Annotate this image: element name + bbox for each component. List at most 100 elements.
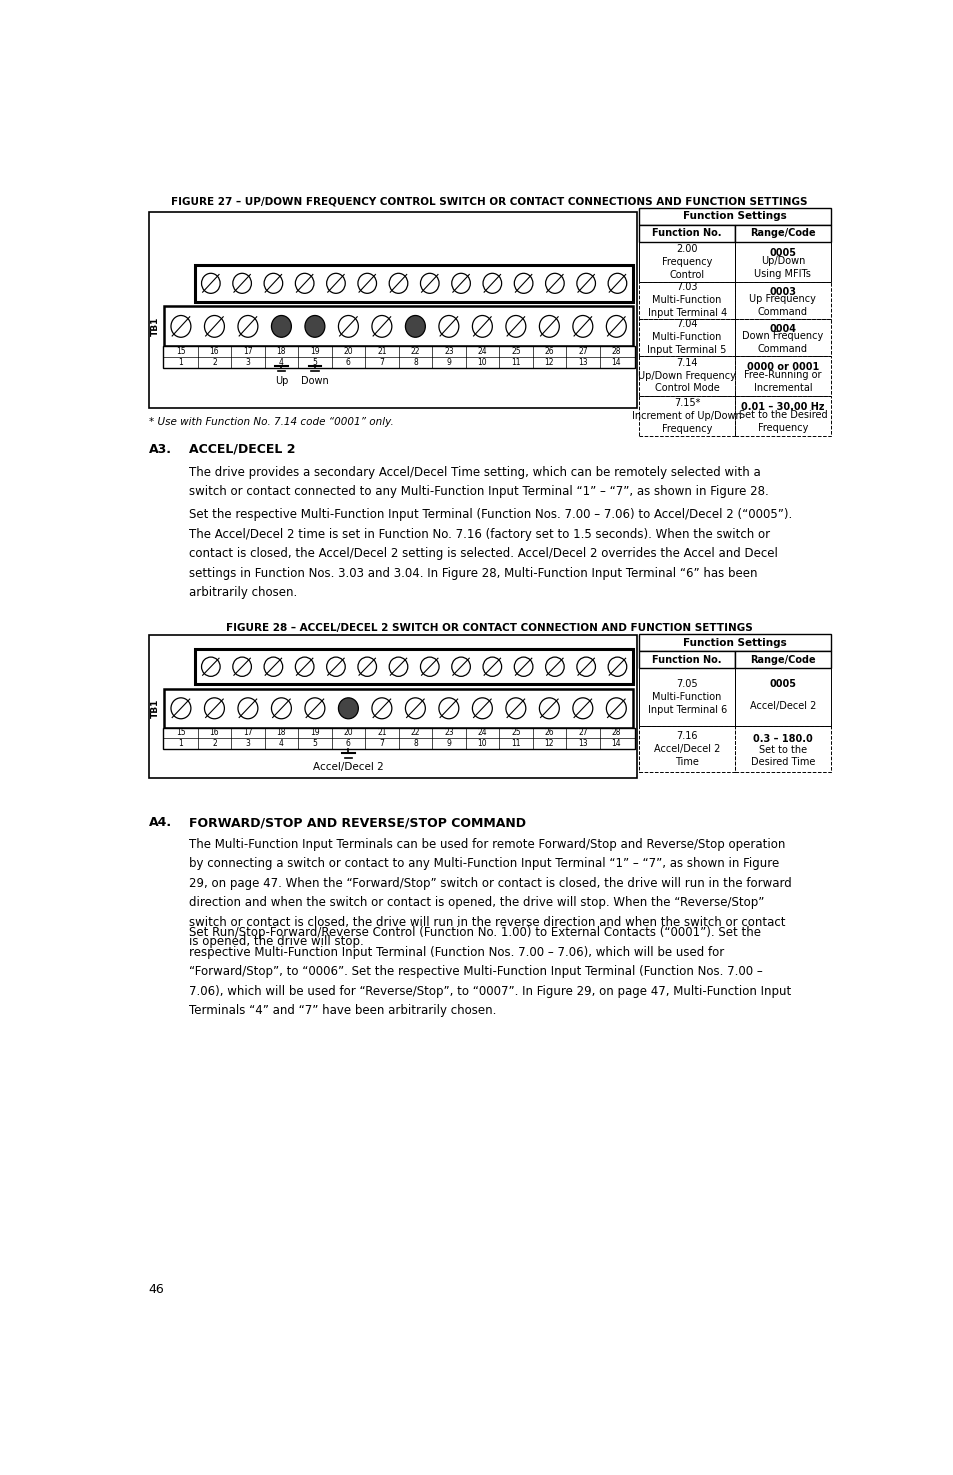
Ellipse shape <box>607 656 626 677</box>
Text: Function No.: Function No. <box>652 229 721 237</box>
Text: 23: 23 <box>443 729 454 738</box>
Ellipse shape <box>545 273 563 294</box>
Text: 14: 14 <box>611 358 620 367</box>
Text: A4.: A4. <box>149 816 172 829</box>
Ellipse shape <box>389 273 407 294</box>
Bar <box>639 319 734 355</box>
Text: Set to the
Desired Time: Set to the Desired Time <box>750 745 814 767</box>
Ellipse shape <box>295 656 314 677</box>
Bar <box>639 355 734 395</box>
Ellipse shape <box>171 316 191 338</box>
Text: Down Frequency
Command: Down Frequency Command <box>741 332 822 354</box>
Text: Range/Code: Range/Code <box>749 229 815 237</box>
Ellipse shape <box>482 273 501 294</box>
Text: Up: Up <box>274 376 288 385</box>
Ellipse shape <box>372 316 392 338</box>
Bar <box>734 282 830 319</box>
Text: 3: 3 <box>245 739 250 748</box>
Ellipse shape <box>514 656 533 677</box>
Text: 2: 2 <box>212 358 216 367</box>
Text: 21: 21 <box>376 729 386 738</box>
Text: 24: 24 <box>477 347 487 357</box>
Text: 24: 24 <box>477 729 487 738</box>
Text: 17: 17 <box>243 347 253 357</box>
Text: Function No.: Function No. <box>652 655 721 665</box>
Text: 22: 22 <box>410 729 419 738</box>
Text: 0003: 0003 <box>768 288 796 296</box>
Bar <box>639 224 734 242</box>
Text: 12: 12 <box>544 739 554 748</box>
Ellipse shape <box>264 273 282 294</box>
Bar <box>195 649 633 684</box>
Text: 2.00
Frequency
Control: 2.00 Frequency Control <box>661 243 712 279</box>
Text: 13: 13 <box>578 358 587 367</box>
Ellipse shape <box>272 698 291 718</box>
Ellipse shape <box>538 316 558 338</box>
Ellipse shape <box>272 316 291 338</box>
Text: Accel/Decel 2: Accel/Decel 2 <box>749 701 815 711</box>
Ellipse shape <box>577 656 595 677</box>
Text: 14: 14 <box>611 739 620 748</box>
Text: 28: 28 <box>611 347 620 357</box>
Bar <box>149 636 637 777</box>
Ellipse shape <box>372 698 392 718</box>
Bar <box>639 208 830 224</box>
Text: 6: 6 <box>346 358 351 367</box>
Bar <box>639 668 734 726</box>
Ellipse shape <box>572 698 592 718</box>
Text: TB1: TB1 <box>151 317 159 336</box>
Text: 10: 10 <box>477 739 487 748</box>
Text: The drive provides a secondary Accel/Decel Time setting, which can be remotely s: The drive provides a secondary Accel/Dec… <box>189 466 768 499</box>
Text: 15: 15 <box>176 347 186 357</box>
Bar <box>639 726 734 773</box>
Text: FIGURE 27 – UP/DOWN FREQUENCY CONTROL SWITCH OR CONTACT CONNECTIONS AND FUNCTION: FIGURE 27 – UP/DOWN FREQUENCY CONTROL SW… <box>171 196 806 207</box>
Ellipse shape <box>389 656 407 677</box>
Ellipse shape <box>338 316 358 338</box>
Text: 7.04
Multi-Function
Input Terminal 5: 7.04 Multi-Function Input Terminal 5 <box>647 320 726 355</box>
Text: 7.03
Multi-Function
Input Terminal 4: 7.03 Multi-Function Input Terminal 4 <box>647 282 726 319</box>
Text: A3.: A3. <box>149 442 172 456</box>
Text: 19: 19 <box>310 347 319 357</box>
Text: Set the respective Multi-Function Input Terminal (Function Nos. 7.00 – 7.06) to : Set the respective Multi-Function Input … <box>189 507 791 599</box>
Text: 21: 21 <box>376 347 386 357</box>
Text: 2: 2 <box>212 739 216 748</box>
Ellipse shape <box>545 656 563 677</box>
Ellipse shape <box>201 656 220 677</box>
Text: 46: 46 <box>149 1283 164 1297</box>
Ellipse shape <box>357 273 376 294</box>
Ellipse shape <box>264 656 282 677</box>
Bar <box>164 689 633 727</box>
Bar <box>734 355 830 395</box>
Ellipse shape <box>514 273 533 294</box>
Text: FORWARD/STOP AND REVERSE/STOP COMMAND: FORWARD/STOP AND REVERSE/STOP COMMAND <box>189 816 525 829</box>
Bar <box>734 224 830 242</box>
Text: Free-Running or
Incremental: Free-Running or Incremental <box>743 370 821 392</box>
Text: 16: 16 <box>210 347 219 357</box>
Text: 7.16
Accel/Decel 2
Time: 7.16 Accel/Decel 2 Time <box>653 732 720 767</box>
Text: 0000 or 0001: 0000 or 0001 <box>746 361 818 372</box>
Bar <box>149 211 637 409</box>
Bar <box>734 242 830 282</box>
Ellipse shape <box>606 316 625 338</box>
Ellipse shape <box>420 273 438 294</box>
Text: 26: 26 <box>544 347 554 357</box>
Text: 18: 18 <box>276 729 286 738</box>
Text: FIGURE 28 – ACCEL/DECEL 2 SWITCH OR CONTACT CONNECTION AND FUNCTION SETTINGS: FIGURE 28 – ACCEL/DECEL 2 SWITCH OR CONT… <box>225 622 752 633</box>
Bar <box>639 395 734 435</box>
Ellipse shape <box>338 698 358 718</box>
Text: 11: 11 <box>511 739 520 748</box>
Text: 7.15*
Increment of Up/Down
Frequency: 7.15* Increment of Up/Down Frequency <box>632 398 741 434</box>
Text: Function Settings: Function Settings <box>682 637 786 648</box>
Ellipse shape <box>237 698 257 718</box>
Ellipse shape <box>326 273 345 294</box>
Text: 0004: 0004 <box>768 324 796 333</box>
Ellipse shape <box>305 316 325 338</box>
Ellipse shape <box>472 316 492 338</box>
Ellipse shape <box>357 656 376 677</box>
Text: 0.01 – 30.00 Hz: 0.01 – 30.00 Hz <box>740 401 823 412</box>
Ellipse shape <box>505 316 525 338</box>
Ellipse shape <box>295 273 314 294</box>
Text: 19: 19 <box>310 729 319 738</box>
Ellipse shape <box>326 656 345 677</box>
Ellipse shape <box>452 656 470 677</box>
